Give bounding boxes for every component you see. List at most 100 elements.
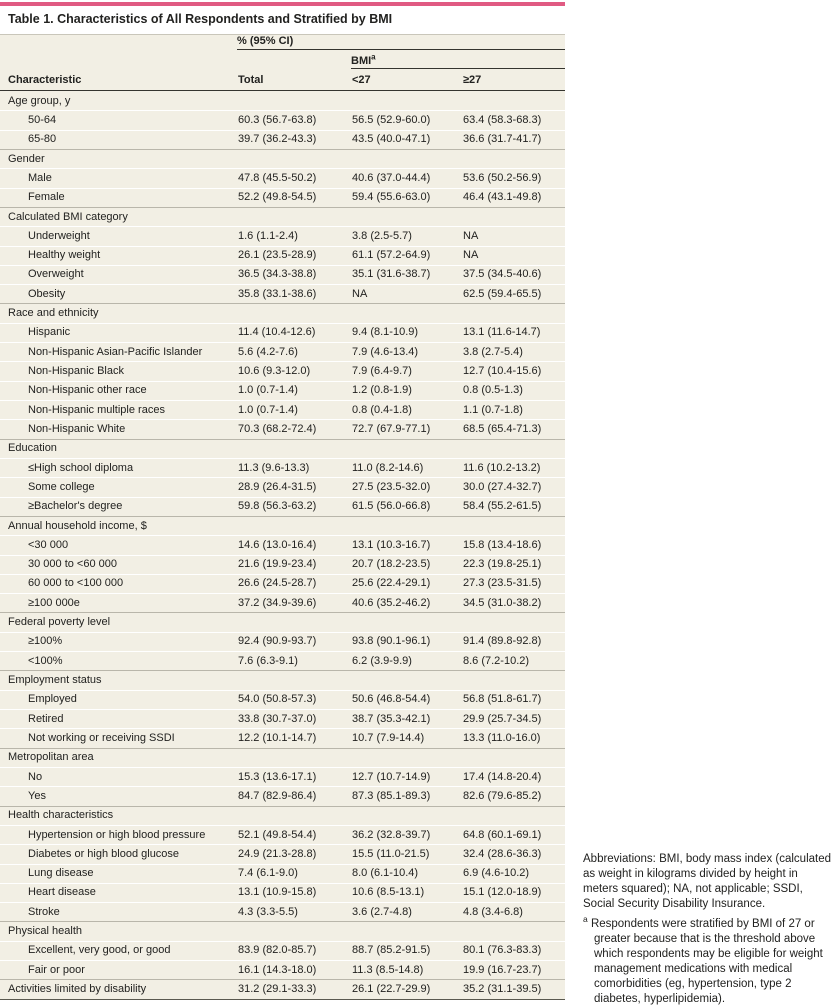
top-accent-rule bbox=[0, 2, 565, 6]
cell-bmi-lt27: 50.6 (46.8-54.4) bbox=[352, 693, 431, 706]
cell-total: 10.6 (9.3-12.0) bbox=[238, 365, 311, 378]
table-row: Not working or receiving SSDI 12.2 (10.1-… bbox=[0, 728, 565, 747]
cell-bmi-lt27: 43.5 (40.0-47.1) bbox=[352, 133, 431, 146]
row-label: Excellent, very good, or good bbox=[28, 944, 171, 957]
cell-bmi-ge27: 12.7 (10.4-15.6) bbox=[463, 365, 542, 378]
section-label: Calculated BMI category bbox=[8, 210, 128, 223]
row-label: <30 000 bbox=[28, 538, 69, 551]
table-row: Employed 54.0 (50.8-57.3) 50.6 (46.8-54.4)… bbox=[0, 689, 565, 709]
table-row: <100% 7.6 (6.3-9.1) 6.2 (3.9-9.9) 8.6 (7.2-… bbox=[0, 651, 565, 670]
cell-bmi-ge27: 34.5 (31.0-38.2) bbox=[463, 596, 542, 609]
table-row: 50-64 60.3 (56.7-63.8) 56.5 (52.9-60.0) 63.… bbox=[0, 110, 565, 129]
cell-bmi-lt27: 36.2 (32.8-39.7) bbox=[352, 828, 431, 841]
section-header-row: Education bbox=[0, 438, 565, 458]
cell-bmi-lt27: 87.3 (85.1-89.3) bbox=[352, 789, 431, 802]
row-label: Fair or poor bbox=[28, 963, 85, 976]
table-row: Retired 33.8 (30.7-37.0) 38.7 (35.3-42.1) 2… bbox=[0, 709, 565, 728]
cell-total: 16.1 (14.3-18.0) bbox=[238, 963, 317, 976]
table-row: ≤High school diploma 11.3 (9.6-13.3) 11.0 … bbox=[0, 457, 565, 477]
cell-total: 14.6 (13.0-16.4) bbox=[238, 538, 317, 551]
cell-bmi-ge27: 32.4 (28.6-36.3) bbox=[463, 847, 542, 860]
table-row: Fair or poor 16.1 (14.3-18.0) 11.3 (8.5-14… bbox=[0, 960, 565, 979]
cell-bmi-ge27: 0.8 (0.5-1.3) bbox=[463, 384, 523, 397]
table-row: Hispanic 11.4 (10.4-12.6) 9.4 (8.1-10.9) 13… bbox=[0, 322, 565, 342]
cell-total: 24.9 (21.3-28.8) bbox=[238, 847, 317, 860]
section-label: Metropolitan area bbox=[8, 751, 94, 764]
cell-bmi-ge27: 15.1 (12.0-18.9) bbox=[463, 886, 542, 899]
cell-total: 7.4 (6.1-9.0) bbox=[238, 867, 298, 880]
row-label: Obesity bbox=[28, 287, 66, 300]
row-label: Non-Hispanic White bbox=[28, 422, 126, 435]
cell-total: 33.8 (30.7-37.0) bbox=[238, 712, 317, 725]
row-label: ≥100 000e bbox=[28, 596, 80, 609]
row-label: Non-Hispanic other race bbox=[28, 384, 147, 397]
cell-total: 70.3 (68.2-72.4) bbox=[238, 422, 317, 435]
cell-total: 12.2 (10.1-14.7) bbox=[238, 731, 317, 744]
cell-total: 83.9 (82.0-85.7) bbox=[238, 944, 317, 957]
table-row: Underweight 1.6 (1.1-2.4) 3.8 (2.5-5.7) NA bbox=[0, 226, 565, 245]
cell-bmi-ge27: 68.5 (65.4-71.3) bbox=[463, 422, 542, 435]
cell-bmi-ge27: 91.4 (89.8-92.8) bbox=[463, 635, 542, 648]
row-label: Hypertension or high blood pressure bbox=[28, 828, 206, 841]
cell-bmi-ge27: 56.8 (51.8-61.7) bbox=[463, 693, 542, 706]
cell-bmi-lt27: 40.6 (35.2-46.2) bbox=[352, 596, 431, 609]
cell-bmi-lt27: 3.8 (2.5-5.7) bbox=[352, 229, 412, 242]
cell-bmi-ge27: 64.8 (60.1-69.1) bbox=[463, 828, 542, 841]
row-label: Lung disease bbox=[28, 867, 94, 880]
table-row: Healthy weight 26.1 (23.5-28.9) 61.1 (57.2… bbox=[0, 245, 565, 265]
table-row: Hypertension or high blood pressure 52.1 … bbox=[0, 824, 565, 844]
cell-total: 1.6 (1.1-2.4) bbox=[238, 229, 298, 242]
bmi-label: BMI bbox=[351, 55, 372, 67]
section-label: Physical health bbox=[8, 925, 82, 938]
table-row: Activities limited by disability 31.2 (29… bbox=[0, 979, 565, 998]
table-row: ≥100 000e 37.2 (34.9-39.6) 40.6 (35.2-46.2… bbox=[0, 593, 565, 612]
table-row: <30 000 14.6 (13.0-16.4) 13.1 (10.3-16.7) 1… bbox=[0, 535, 565, 554]
row-label: Retired bbox=[28, 712, 64, 725]
cell-bmi-ge27: 58.4 (55.2-61.5) bbox=[463, 500, 542, 513]
cell-bmi-lt27: 13.1 (10.3-16.7) bbox=[352, 538, 431, 551]
table-body: Age group, y 50-64 60.3 (56.7-63.8) 56.5 (5… bbox=[0, 91, 565, 1000]
cell-bmi-ge27: 46.4 (43.1-49.8) bbox=[463, 191, 542, 204]
cell-total: 7.6 (6.3-9.1) bbox=[238, 654, 298, 667]
cell-bmi-ge27: 22.3 (19.8-25.1) bbox=[463, 558, 542, 571]
cell-total: 13.1 (10.9-15.8) bbox=[238, 886, 317, 899]
row-label: 65-80 bbox=[28, 133, 57, 146]
cell-bmi-lt27: NA bbox=[352, 287, 368, 300]
row-label: <100% bbox=[28, 654, 63, 667]
table-row: Obesity 35.8 (33.1-38.6) NA 62.5 (59.4-65.5… bbox=[0, 284, 565, 303]
cell-bmi-lt27: 9.4 (8.1-10.9) bbox=[352, 326, 419, 339]
table-row: Diabetes or high blood glucose 24.9 (21.3… bbox=[0, 844, 565, 863]
row-label: Non-Hispanic Black bbox=[28, 365, 124, 378]
cell-bmi-lt27: 12.7 (10.7-14.9) bbox=[352, 770, 431, 783]
table-row: Non-Hispanic White 70.3 (68.2-72.4) 72.7 (… bbox=[0, 419, 565, 438]
cell-bmi-lt27: 40.6 (37.0-44.4) bbox=[352, 171, 431, 184]
row-label: Overweight bbox=[28, 268, 84, 281]
cell-bmi-ge27: 4.8 (3.4-6.8) bbox=[463, 905, 523, 918]
cell-total: 15.3 (13.6-17.1) bbox=[238, 770, 317, 783]
table-row: Excellent, very good, or good 83.9 (82.0-… bbox=[0, 940, 565, 960]
cell-bmi-lt27: 1.2 (0.8-1.9) bbox=[352, 384, 412, 397]
cell-total: 52.2 (49.8-54.5) bbox=[238, 191, 317, 204]
cell-bmi-lt27: 38.7 (35.3-42.1) bbox=[352, 712, 431, 725]
table-row: Female 52.2 (49.8-54.5) 59.4 (55.6-63.0) 46… bbox=[0, 187, 565, 207]
cell-bmi-ge27: 37.5 (34.5-40.6) bbox=[463, 268, 542, 281]
table-row: Male 47.8 (45.5-50.2) 40.6 (37.0-44.4) 53.6… bbox=[0, 168, 565, 187]
abbreviations-note: Abbreviations: BMI, body mass index (cal… bbox=[583, 853, 832, 910]
section-header-row: Annual household income, $ bbox=[0, 515, 565, 535]
table-row: Non-Hispanic multiple races 1.0 (0.7-1.4)… bbox=[0, 400, 565, 419]
section-label: Federal poverty level bbox=[8, 616, 111, 629]
cell-total: 26.1 (23.5-28.9) bbox=[238, 249, 317, 262]
cell-bmi-lt27: 11.0 (8.2-14.6) bbox=[352, 461, 424, 474]
cell-total: 92.4 (90.9-93.7) bbox=[238, 635, 317, 648]
footnote-a-text: Respondents were stratified by BMI of 27… bbox=[590, 917, 823, 1005]
cell-total: 54.0 (50.8-57.3) bbox=[238, 693, 317, 706]
cell-bmi-ge27: 1.1 (0.7-1.8) bbox=[463, 403, 523, 416]
col-header-total: Total bbox=[238, 73, 264, 86]
table-row: Non-Hispanic Black 10.6 (9.3-12.0) 7.9 (6.… bbox=[0, 361, 565, 380]
table1-panel: Table 1. Characteristics of All Responde… bbox=[0, 2, 565, 1000]
cell-bmi-lt27: 7.9 (4.6-13.4) bbox=[352, 345, 419, 358]
cell-total: 4.3 (3.3-5.5) bbox=[238, 905, 298, 918]
row-label: Non-Hispanic multiple races bbox=[28, 403, 165, 416]
cell-bmi-lt27: 56.5 (52.9-60.0) bbox=[352, 113, 431, 126]
table-row: Yes 84.7 (82.9-86.4) 87.3 (85.1-89.3) 82.6 … bbox=[0, 786, 565, 805]
